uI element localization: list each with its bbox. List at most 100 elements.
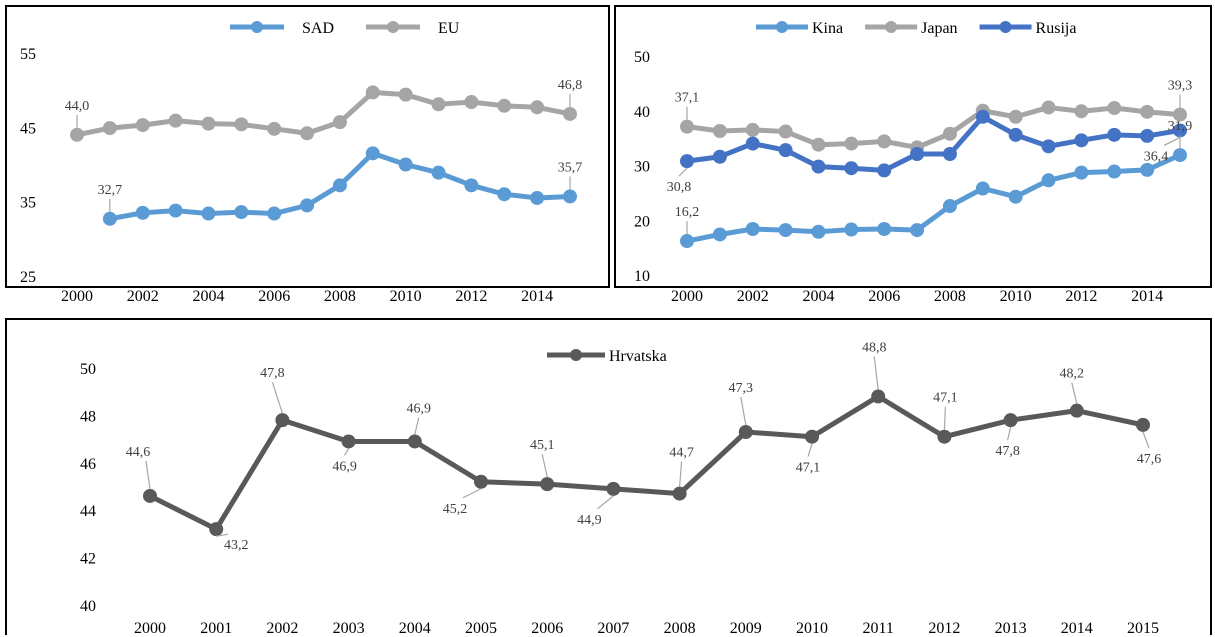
legend-item-hrvatska: Hrvatska <box>547 348 667 365</box>
data-label-leader <box>943 406 946 430</box>
data-label-leader <box>541 454 548 478</box>
data-point-rusija <box>910 147 925 162</box>
y-tick-label: 40 <box>80 598 96 615</box>
data-point-kina <box>1107 164 1122 179</box>
y-tick-label: 42 <box>80 551 96 568</box>
x-tick-label: 2000 <box>134 620 166 637</box>
data-point-eu <box>530 100 545 115</box>
data-label: 45,1 <box>530 438 555 453</box>
data-point-eu <box>332 115 347 130</box>
x-tick-label: 2004 <box>192 288 224 305</box>
x-tick-label: 2009 <box>730 620 762 637</box>
x-tick-label: 2011 <box>862 620 893 637</box>
data-point-rusija <box>1107 127 1122 142</box>
data-point-kina <box>844 222 859 237</box>
data-point-rusija <box>1140 128 1155 143</box>
y-tick-label: 48 <box>80 408 96 425</box>
x-tick-label: 2015 <box>1127 620 1159 637</box>
x-tick-label: 2002 <box>737 288 769 305</box>
data-label: 32,7 <box>98 183 123 198</box>
data-point-sad <box>102 211 117 226</box>
series-line-eu <box>74 89 573 138</box>
x-tick-label: 2010 <box>1000 288 1032 305</box>
data-point-japan <box>1041 100 1056 115</box>
chart-hrvatska-svg: 40 42 44 46 48 50 2000 2001 2002 2003 2004 2005 2006… <box>80 340 1161 637</box>
data-point-sad <box>497 187 512 202</box>
data-label: 43,2 <box>224 538 249 553</box>
series-line-hrvatska <box>147 393 1146 532</box>
chart-sad-eu: 25 35 45 55 2000 2002 2004 2006 2008 2010 2012 2014… <box>5 5 610 305</box>
x-tick-label: 2010 <box>796 620 828 637</box>
data-label-leader <box>344 448 350 456</box>
x-tick-label: 2006 <box>531 620 563 637</box>
data-label-leader <box>1163 136 1181 146</box>
legend-item-eu: EU <box>366 20 460 37</box>
data-point-japan <box>877 134 892 149</box>
data-label: 30,8 <box>667 180 692 195</box>
data-point-rusija <box>778 143 793 158</box>
x-tick-label: 2012 <box>1065 288 1097 305</box>
data-point-sad <box>431 165 446 180</box>
data-point-eu <box>201 116 216 131</box>
legend-item-kina: Kina <box>756 20 843 37</box>
data-point-sad <box>135 205 150 220</box>
data-point-kina <box>1041 173 1056 188</box>
x-tick-label: 2012 <box>455 288 487 305</box>
data-label-leader <box>1142 431 1150 449</box>
data-point-eu <box>135 118 150 133</box>
data-point-eu <box>300 126 315 141</box>
y-tick-label: 30 <box>634 159 650 176</box>
data-label: 45,2 <box>443 502 468 517</box>
data-label-leader <box>1007 427 1012 441</box>
x-tick-label: 2007 <box>597 620 629 637</box>
data-point-sad <box>234 205 249 220</box>
chart-kina-japan-rusija: 10 20 30 40 50 2000 2002 2004 2006 2008 2010 2012 20… <box>614 5 1212 305</box>
data-point-hrvatska <box>738 424 753 439</box>
data-point-eu <box>234 117 249 132</box>
data-label-leader <box>679 461 683 487</box>
y-tick-label: 46 <box>80 456 96 473</box>
data-label-leader <box>145 460 151 490</box>
data-point-kina <box>745 222 760 237</box>
data-point-hrvatska <box>143 488 157 503</box>
legend-label: Rusija <box>1036 20 1077 37</box>
data-point-rusija <box>877 163 892 178</box>
data-label: 35,7 <box>558 160 583 175</box>
legend-swatch-marker <box>251 21 263 33</box>
legend-label: Hrvatska <box>609 348 667 365</box>
x-tick-label: 2012 <box>928 620 960 637</box>
data-point-rusija <box>844 161 859 176</box>
y-tick-label: 45 <box>20 120 36 137</box>
data-point-rusija <box>1041 139 1056 154</box>
data-label: 44,0 <box>65 99 90 114</box>
data-label: 47,1 <box>796 461 821 476</box>
x-tick-label: 2002 <box>127 288 159 305</box>
data-point-hrvatska <box>1136 417 1150 432</box>
x-tick-label: 2006 <box>258 288 290 305</box>
data-point-kina <box>712 227 727 242</box>
x-tick-label: 2003 <box>333 620 365 637</box>
x-tick-label: 2001 <box>200 620 232 637</box>
chart-hrvatska: 40 42 44 46 48 50 2000 2001 2002 2003 2004 2005 2006… <box>5 318 1212 637</box>
data-label: 46,8 <box>558 78 583 93</box>
data-point-eu <box>267 121 282 136</box>
data-point-hrvatska <box>407 434 422 449</box>
x-tick-label: 2000 <box>671 288 703 305</box>
x-tick-label: 2014 <box>1061 620 1093 637</box>
data-label-leader <box>807 443 813 457</box>
data-point-kina <box>1173 148 1187 163</box>
data-point-kina <box>778 223 793 238</box>
data-point-hrvatska <box>937 429 952 444</box>
chart-kina-japan-rusija-svg: 10 20 30 40 50 2000 2002 2004 2006 2008 2010 2012 20… <box>634 20 1192 305</box>
data-label-leader <box>740 396 747 426</box>
data-point-hrvatska <box>1069 403 1084 418</box>
series-rusija <box>680 109 1187 178</box>
data-point-japan <box>844 136 859 151</box>
data-point-japan <box>680 119 694 134</box>
data-point-eu <box>431 97 446 112</box>
legend-label: Japan <box>921 20 957 37</box>
legend-swatch-marker <box>885 21 898 33</box>
y-tick-label: 55 <box>20 46 36 63</box>
data-point-hrvatska <box>805 429 819 444</box>
data-label: 46,9 <box>407 401 432 416</box>
